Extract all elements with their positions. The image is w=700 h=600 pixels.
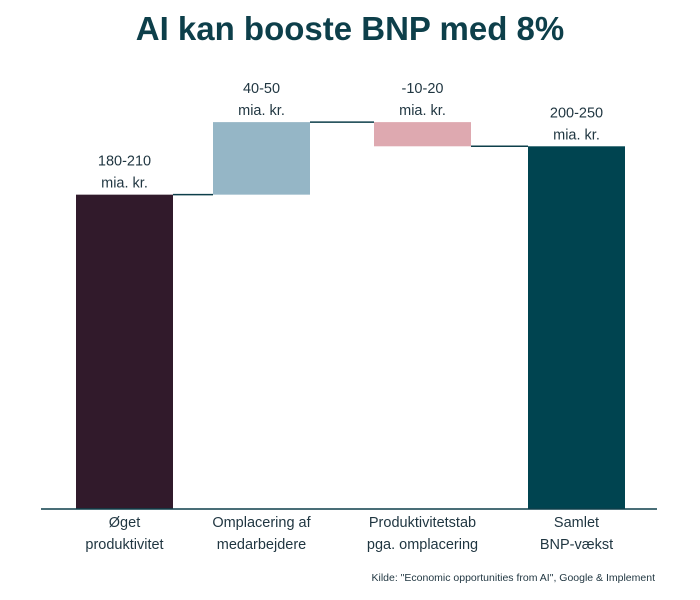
bar-1 xyxy=(76,194,173,509)
category-label: Samlet BNP-vækst xyxy=(540,515,613,553)
category-label: Produktivitetstab pga. omplacering xyxy=(367,515,478,553)
category-labels: Øget produktivitet Omplacering af medarbejd… xyxy=(85,515,613,553)
chart-title: AI kan booste BNP med 8% xyxy=(136,10,565,47)
source-note: Kilde: "Economic opportunities from AI",… xyxy=(371,572,655,584)
bar-value-labels: 180-210 mia. kr. 40-50 mia. kr. -10-20 mia. k… xyxy=(98,81,603,192)
category-label: Øget produktivitet xyxy=(85,515,163,553)
bar-4 xyxy=(528,146,625,510)
category-label: Omplacering af medarbejdere xyxy=(212,515,311,553)
bar-value-label: -10-20 mia. kr. xyxy=(399,81,446,119)
bar-value-label: 200-250 mia. kr. xyxy=(550,105,603,143)
bar-3 xyxy=(374,122,471,147)
bar-value-label: 180-210 mia. kr. xyxy=(98,154,151,192)
bar-value-label: 40-50 mia. kr. xyxy=(238,81,285,119)
bar-2 xyxy=(213,122,310,195)
connector-lines xyxy=(173,121,528,196)
bars xyxy=(76,122,625,510)
